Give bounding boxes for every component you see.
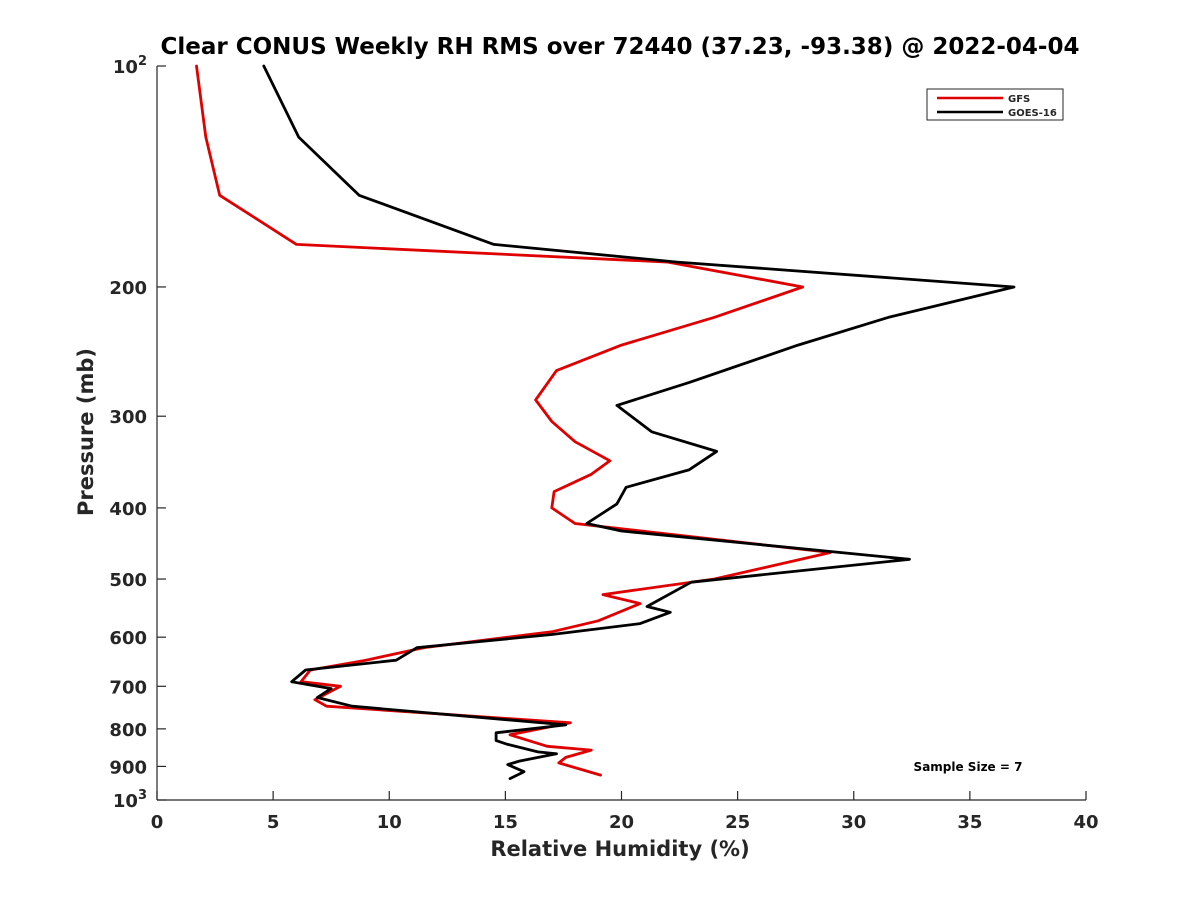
y-tick-label: 200 (109, 278, 147, 299)
y-tick-label: 500 (109, 570, 147, 591)
x-tick-label: 30 (841, 812, 866, 833)
x-tick-label: 10 (377, 812, 402, 833)
x-tick-label: 35 (957, 812, 982, 833)
x-tick-label: 5 (267, 812, 280, 833)
y-tick-label: 400 (109, 499, 147, 520)
x-tick-label: 25 (725, 812, 750, 833)
chart-title: Clear CONUS Weekly RH RMS over 72440 (37… (161, 34, 1080, 60)
y-tick-label: 800 (109, 720, 147, 741)
legend-label: GFS (1008, 94, 1030, 105)
y-tick-label: 102 (113, 54, 147, 78)
legend: GFS GOES-16 (926, 88, 1064, 121)
sample-size-annotation: Sample Size = 7 (914, 760, 1023, 774)
y-tick-label: 700 (109, 677, 147, 698)
legend-box (926, 88, 1064, 121)
y-tick-label: 600 (109, 628, 147, 649)
x-tick-label: 40 (1073, 812, 1098, 833)
y-tick-label: 103 (113, 788, 147, 812)
legend-label: GOES-16 (1008, 108, 1057, 119)
y-axis-label: Pressure (mb) (74, 348, 98, 516)
series-goes-16-line (262, 64, 1016, 780)
x-tick-label: 0 (151, 812, 164, 833)
x-tick-label: 20 (609, 812, 634, 833)
y-tick-label: 300 (109, 407, 147, 428)
plot-area: 0 5 10 15 20 25 30 35 40 102 200 300 400 500 600 700 800… (109, 54, 1098, 833)
series-gfs-line (195, 64, 832, 777)
x-axis-label: Relative Humidity (%) (490, 837, 749, 861)
y-tick-label: 900 (109, 757, 147, 778)
x-tick-label: 15 (493, 812, 518, 833)
